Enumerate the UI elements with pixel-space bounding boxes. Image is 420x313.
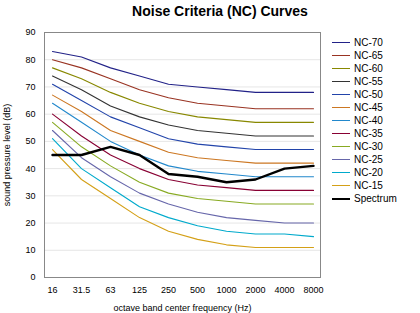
svg-text:1000: 1000 (216, 285, 236, 295)
html-text:NC-25: NC-25 (354, 154, 383, 165)
svg-text:16: 16 (47, 285, 57, 295)
svg-text:500: 500 (190, 285, 205, 295)
svg-text:octave band center frequency (: octave band center frequency (Hz) (113, 303, 251, 313)
svg-text:30: 30 (25, 191, 35, 201)
svg-text:90: 90 (25, 27, 35, 37)
svg-text:70: 70 (25, 82, 35, 92)
html-text:Noise Criteria (NC) Curves: Noise Criteria (NC) Curves (132, 3, 308, 19)
svg-text:10: 10 (25, 245, 35, 255)
html-text:NC-15: NC-15 (354, 180, 383, 191)
html-text:NC-55: NC-55 (354, 76, 383, 87)
html-text:NC-45: NC-45 (354, 102, 383, 113)
svg-text:31.5: 31.5 (73, 285, 91, 295)
html-text:NC-40: NC-40 (354, 115, 383, 126)
svg-text:250: 250 (161, 285, 176, 295)
html-text:NC-20: NC-20 (354, 167, 383, 178)
html-text:NC-50: NC-50 (354, 89, 383, 100)
html-text:NC-70: NC-70 (354, 37, 383, 48)
svg-text:4000: 4000 (274, 285, 294, 295)
svg-text:sound pressure level (dB): sound pressure level (dB) (2, 104, 12, 207)
svg-text:20: 20 (25, 218, 35, 228)
html-text:NC-35: NC-35 (354, 128, 383, 139)
svg-text:40: 40 (25, 163, 35, 173)
svg-text:125: 125 (132, 285, 147, 295)
svg-text:60: 60 (25, 109, 35, 119)
svg-text:2000: 2000 (245, 285, 265, 295)
html-text:NC-65: NC-65 (354, 50, 383, 61)
svg-text:50: 50 (25, 136, 35, 146)
html-text:NC-30: NC-30 (354, 141, 383, 152)
svg-text:63: 63 (105, 285, 115, 295)
svg-text:80: 80 (25, 55, 35, 65)
html-text:Spectrum: Spectrum (354, 193, 397, 204)
svg-text:8000: 8000 (303, 285, 323, 295)
html-text:NC-60: NC-60 (354, 63, 383, 74)
svg-text:0: 0 (30, 272, 35, 282)
